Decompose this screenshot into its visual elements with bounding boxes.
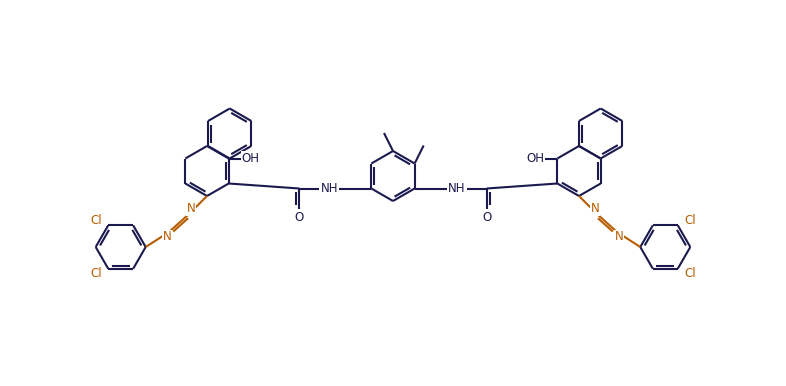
Text: OH: OH: [241, 152, 259, 165]
Text: N: N: [186, 203, 196, 215]
Text: N: N: [163, 230, 171, 244]
Text: Cl: Cl: [90, 214, 102, 227]
Text: N: N: [590, 203, 600, 215]
Text: Cl: Cl: [90, 267, 102, 280]
Text: NH: NH: [321, 182, 338, 195]
Text: Cl: Cl: [684, 214, 696, 227]
Text: OH: OH: [527, 152, 545, 165]
Text: O: O: [295, 211, 304, 224]
Text: NH: NH: [448, 182, 465, 195]
Text: O: O: [482, 211, 491, 224]
Text: N: N: [615, 230, 623, 244]
Text: Cl: Cl: [684, 267, 696, 280]
